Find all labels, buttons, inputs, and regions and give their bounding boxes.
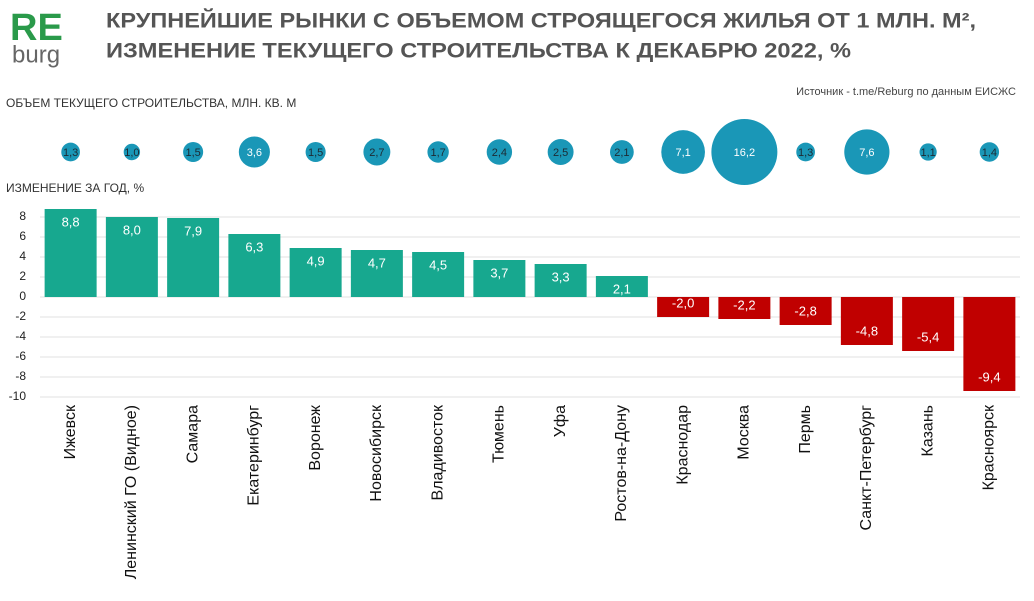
x-tick-label: Ростов-на-Дону — [613, 405, 630, 522]
y-tick-label: 0 — [19, 289, 26, 303]
bubble-label: 1,4 — [982, 147, 997, 159]
bar — [412, 252, 465, 297]
bar — [228, 234, 281, 297]
bubble — [661, 130, 705, 174]
bubble-label: 1,7 — [430, 147, 445, 159]
bubble — [183, 141, 204, 163]
value-label: -9,4 — [978, 369, 1000, 384]
bubble — [486, 139, 513, 165]
bar — [44, 209, 97, 297]
value-label: -4,8 — [856, 323, 878, 338]
bubble — [363, 138, 391, 166]
bubble — [979, 142, 1000, 162]
value-label: 7,9 — [184, 223, 202, 238]
bar — [289, 248, 342, 297]
bubble-label: 1,5 — [185, 147, 200, 159]
x-tick-label: Пермь — [797, 405, 814, 454]
y-tick-label: 2 — [19, 269, 26, 283]
y-tick-label: -6 — [15, 349, 26, 363]
value-label: 4,5 — [429, 257, 447, 272]
chart-title: КРУПНЕЙШИЕ РЫНКИ С ОБЪЕМОМ СТРОЯЩЕГОСЯ Ж… — [106, 9, 976, 33]
value-label: 6,3 — [245, 239, 263, 254]
bar — [350, 250, 403, 297]
chart-title: ИЗМЕНЕНИЕ ТЕКУЩЕГО СТРОИТЕЛЬСТВА К ДЕКАБ… — [106, 40, 851, 63]
bubble-label: 7,6 — [859, 147, 874, 159]
bubble — [796, 142, 815, 162]
bubble-label: 1,3 — [63, 147, 78, 159]
y-tick-label: -10 — [9, 389, 27, 403]
bubble-label: 7,1 — [675, 147, 690, 159]
x-tick-label: Красноярск — [981, 404, 998, 490]
bubble-label: 1,0 — [124, 147, 139, 159]
x-tick-label: Екатеринбург — [246, 405, 263, 506]
y-tick-label: -8 — [15, 369, 26, 383]
bubble-label: 2,7 — [369, 147, 384, 159]
bar — [840, 297, 893, 345]
bubble-label: 2,1 — [614, 147, 629, 159]
bubble — [305, 141, 326, 163]
x-tick-label: Воронеж — [307, 405, 324, 471]
y-tick-label: 6 — [19, 229, 26, 243]
value-label: -2,2 — [733, 297, 755, 312]
bubble-label: 3,6 — [247, 147, 262, 159]
bubble — [844, 129, 890, 175]
bubble — [123, 143, 141, 161]
x-tick-label: Ленинский ГО (Видное) — [123, 405, 140, 579]
bubble-label: 2,4 — [492, 147, 507, 159]
y-axis-label: ИЗМЕНЕНИЕ ЗА ГОД, % — [6, 181, 144, 195]
value-label: -2,8 — [794, 303, 816, 318]
bar — [779, 297, 832, 325]
bubble — [238, 136, 270, 168]
x-tick-label: Самара — [184, 405, 201, 463]
x-tick-label: Краснодар — [674, 405, 691, 485]
value-label: 2,1 — [613, 281, 631, 296]
y-tick-label: 8 — [19, 209, 26, 223]
x-tick-label: Ижевск — [62, 404, 79, 459]
bubble-label: 1,1 — [920, 147, 935, 159]
value-label: -2,0 — [672, 295, 694, 310]
x-tick-label: Тюмень — [491, 405, 508, 463]
bubble — [427, 141, 449, 163]
bar — [595, 276, 648, 297]
value-label: 3,7 — [490, 265, 508, 280]
x-tick-label: Уфа — [552, 405, 569, 437]
value-label: 8,0 — [123, 222, 141, 237]
bar — [963, 297, 1016, 391]
bar — [534, 264, 587, 297]
value-label: 3,3 — [552, 269, 570, 284]
bar — [105, 217, 158, 297]
bubble — [547, 139, 574, 165]
x-tick-label: Владивосток — [429, 404, 446, 500]
bubble — [609, 140, 634, 164]
bubble — [711, 119, 778, 185]
bar — [473, 260, 526, 297]
bubble-label: 2,5 — [553, 147, 568, 159]
logo-top: RE — [10, 7, 63, 49]
source: Источник - t.me/Reburg по данным ЕИСЖС — [796, 86, 1016, 98]
bubble-label: 1,3 — [798, 147, 813, 159]
x-tick-label: Новосибирск — [368, 404, 385, 502]
x-tick-label: Санкт-Петербург — [858, 405, 875, 531]
bubble-label: ОБЪЕМ ТЕКУЩЕГО СТРОИТЕЛЬСТВА, МЛН. КВ. М — [6, 96, 296, 110]
y-tick-label: -2 — [15, 309, 26, 323]
y-tick-label: -4 — [15, 329, 26, 343]
bubble-label: 16,2 — [734, 147, 755, 159]
bar — [657, 297, 710, 317]
value-label: 8,8 — [62, 214, 80, 229]
bubble — [61, 142, 80, 162]
bubble — [919, 143, 937, 161]
bar — [902, 297, 955, 351]
value-label: 4,7 — [368, 255, 386, 270]
x-tick-label: Москва — [736, 405, 753, 460]
y-tick-label: 4 — [19, 249, 26, 263]
value-label: 4,9 — [307, 253, 325, 268]
bar — [167, 218, 220, 297]
x-tick-label: Казань — [919, 405, 936, 456]
bar — [718, 297, 771, 319]
bubble-label: 1,5 — [308, 147, 323, 159]
logo-bottom: burg — [12, 41, 60, 68]
value-label: -5,4 — [917, 329, 939, 344]
